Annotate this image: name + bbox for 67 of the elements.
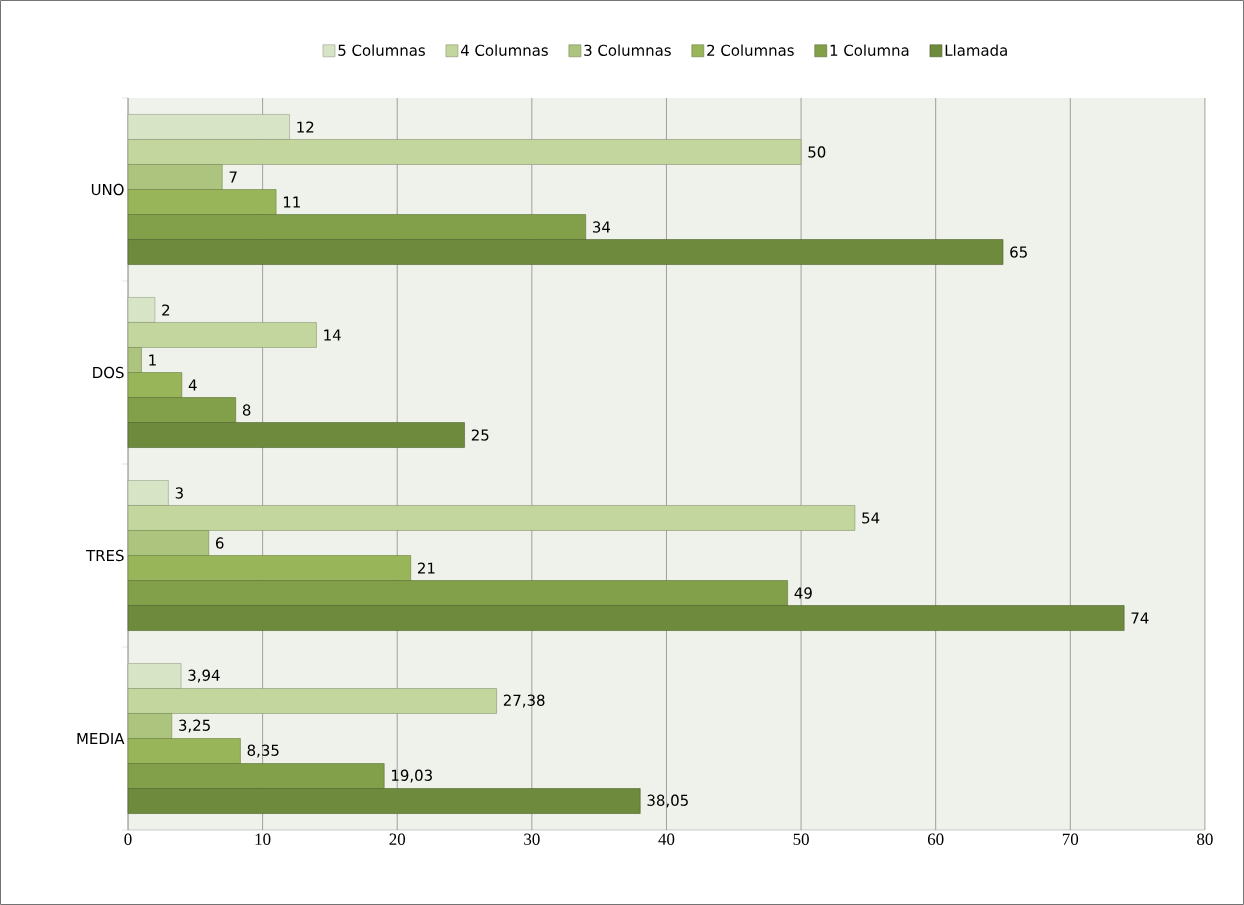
data-label: 8	[242, 404, 251, 416]
bar	[127, 422, 465, 448]
legend-label: Llamada	[945, 44, 1007, 56]
bar	[127, 189, 277, 215]
bar	[127, 114, 290, 140]
x-tick-label: 40	[658, 833, 675, 845]
data-label: 8,35	[247, 744, 279, 758]
data-label: 11	[283, 196, 300, 208]
bar	[127, 555, 411, 581]
data-label: 54	[862, 512, 880, 524]
legend-label: 2 Columnas	[707, 44, 794, 56]
bar	[127, 139, 802, 165]
data-label: 3,25	[179, 719, 210, 733]
data-label: 14	[324, 329, 341, 341]
x-tick-label: 80	[1197, 833, 1213, 845]
x-tick-label: 70	[1062, 833, 1079, 845]
data-label: 7	[229, 171, 237, 183]
bar	[127, 530, 210, 556]
data-label: 74	[1131, 612, 1149, 624]
x-tick-label: 10	[255, 833, 271, 845]
bar	[127, 397, 236, 423]
data-label: 6	[216, 537, 224, 549]
bar	[127, 297, 156, 323]
legend-label: 5 Columnas	[338, 44, 425, 56]
bar	[127, 713, 173, 739]
bar	[127, 347, 142, 373]
data-label: 3	[175, 487, 183, 499]
y-tick-label: MEDIA	[77, 733, 125, 744]
x-tick-label: 60	[927, 833, 944, 845]
bar	[127, 580, 788, 606]
x-tick-label: 50	[793, 833, 809, 845]
bar	[127, 480, 169, 506]
y-tick-label: UNO	[91, 183, 124, 196]
bar	[127, 322, 317, 348]
legend-label: 4 Columnas	[460, 44, 548, 56]
bar	[127, 214, 586, 240]
data-label: 4	[188, 379, 197, 391]
bar	[127, 738, 241, 764]
data-label: 19,03	[392, 769, 432, 783]
x-tick-label: 0	[124, 833, 132, 845]
data-label: 21	[417, 562, 435, 574]
data-label: 3,94	[188, 669, 220, 683]
bar	[127, 239, 1004, 265]
bar	[127, 164, 223, 190]
bar	[127, 788, 641, 814]
data-label: 49	[794, 587, 812, 599]
legend-label: 3 Columnas	[584, 44, 671, 56]
x-tick-label: 30	[524, 833, 540, 845]
data-label: 27,38	[503, 694, 545, 708]
bar	[127, 605, 1125, 631]
bar	[127, 372, 183, 398]
bar	[127, 688, 497, 714]
legend-label: 1 Columna	[830, 44, 909, 56]
bar	[127, 505, 856, 531]
y-tick-label: TRES	[85, 549, 124, 562]
bar	[127, 763, 385, 789]
data-label: 25	[471, 429, 489, 441]
data-label: 50	[808, 146, 826, 158]
data-label: 38,05	[647, 794, 688, 808]
data-label: 2	[162, 304, 170, 316]
data-label: 65	[1010, 246, 1027, 258]
x-tick-label: 20	[389, 833, 406, 845]
y-tick-label: DOS	[93, 366, 124, 379]
data-label: 34	[593, 221, 611, 233]
data-label: 12	[297, 121, 314, 133]
bar	[127, 663, 182, 689]
data-label: 1	[149, 354, 156, 366]
